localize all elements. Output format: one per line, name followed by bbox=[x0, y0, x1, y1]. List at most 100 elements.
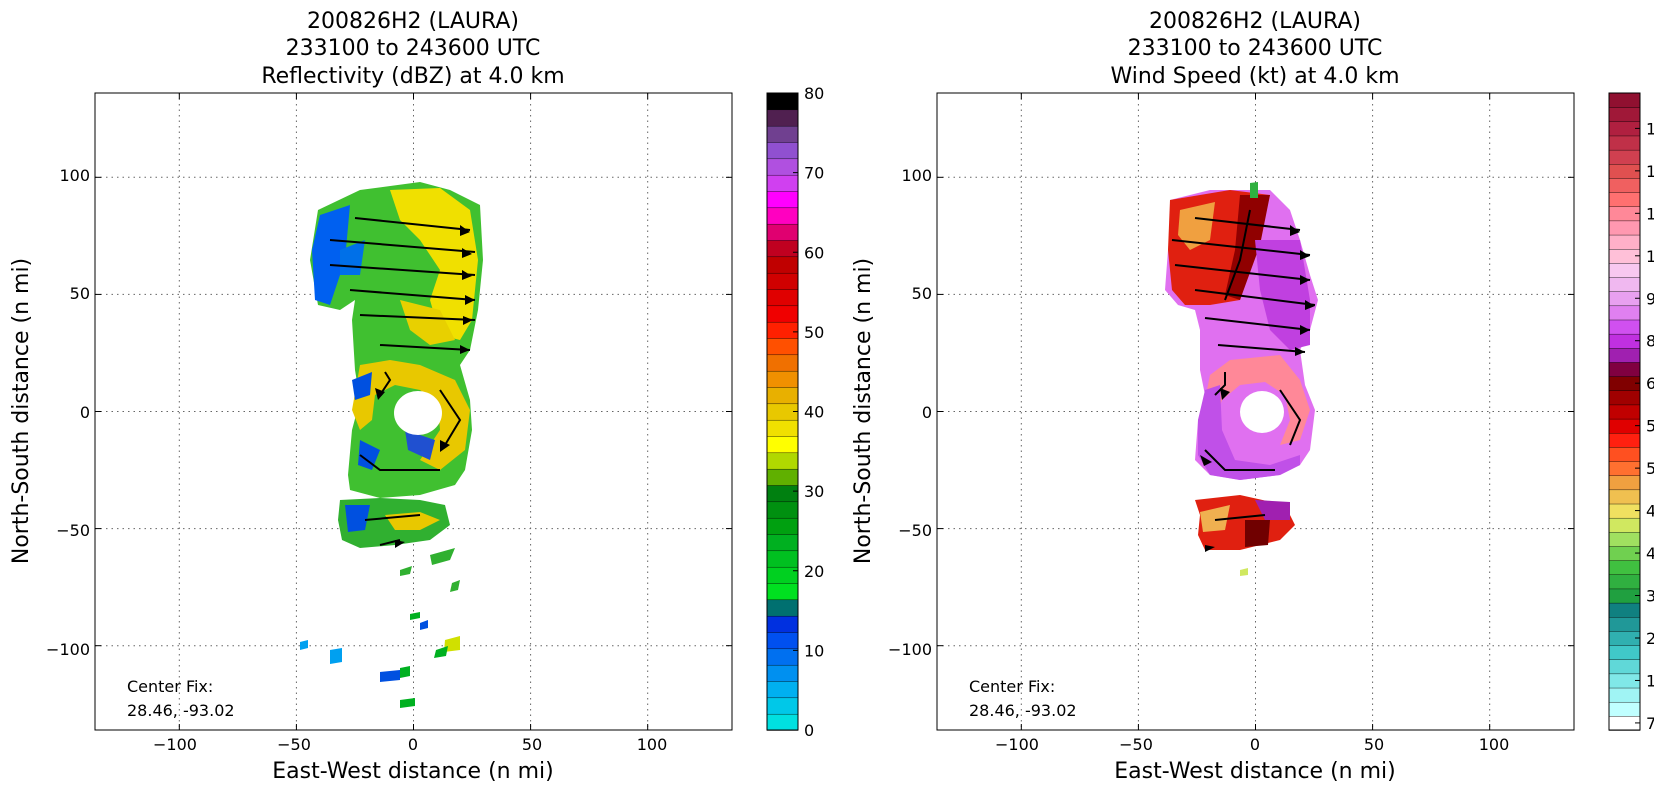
colorbar-frame bbox=[1608, 92, 1641, 731]
colorbar-segment bbox=[766, 305, 799, 323]
xtick-label: 0 bbox=[408, 735, 418, 754]
colorbar-segment bbox=[1608, 149, 1641, 165]
colorbar-segment bbox=[1608, 602, 1641, 618]
colorbar-tick-label: 20 bbox=[804, 562, 824, 581]
colorbar-segment bbox=[1608, 305, 1641, 321]
colorbar-segment bbox=[766, 272, 799, 290]
ytick-label: 100 bbox=[901, 166, 932, 185]
chart-title-line-2: 233100 to 243600 UTC bbox=[1128, 36, 1383, 61]
colorbar-segment bbox=[1608, 616, 1641, 632]
colorbar-segment bbox=[1608, 361, 1641, 377]
colorbar-tick-label: 30 bbox=[804, 482, 824, 501]
colorbar-segment bbox=[766, 288, 799, 307]
colorbar-segment bbox=[1608, 390, 1641, 406]
colorbar-segment bbox=[1608, 531, 1641, 547]
colorbar-tick-label: 34 bbox=[1646, 587, 1654, 606]
ytick-label: 50 bbox=[70, 284, 90, 303]
colorbar-segment bbox=[1608, 574, 1641, 590]
colorbar-segment bbox=[1608, 644, 1641, 660]
ytick-label: −50 bbox=[56, 521, 90, 540]
colorbar-segment bbox=[766, 223, 799, 241]
colorbar-segment bbox=[1608, 262, 1641, 278]
colorbar-tick-label: 60 bbox=[804, 243, 824, 262]
colorbar-segment bbox=[766, 419, 799, 437]
colorbar-segment bbox=[1608, 687, 1641, 703]
colorbar-segment bbox=[766, 533, 799, 552]
xtick-label: 100 bbox=[637, 735, 668, 754]
colorbar-segment bbox=[766, 501, 799, 519]
xtick-label: 0 bbox=[1250, 735, 1260, 754]
x-axis-label: East-West distance (n mi) bbox=[272, 759, 553, 784]
colorbar-segment bbox=[766, 256, 799, 274]
colorbar-tick-label: 46 bbox=[1646, 502, 1654, 521]
colorbar-segment bbox=[766, 435, 799, 454]
reflectivity-panel: 200826H2 (LAURA) 233100 to 243600 UTC Re… bbox=[9, 9, 824, 784]
colorbar-tick-label: 110 bbox=[1646, 247, 1654, 266]
colorbar-segment bbox=[1608, 347, 1641, 363]
x-axis-label: East-West distance (n mi) bbox=[1114, 759, 1395, 784]
ytick-label: 50 bbox=[912, 284, 932, 303]
colorbar-segment bbox=[766, 321, 799, 339]
colorbar-segment bbox=[1608, 404, 1641, 420]
center-fix-value: 28.46, -93.02 bbox=[127, 701, 235, 720]
colorbar-segment bbox=[1608, 106, 1641, 123]
colorbar-tick-label: 25 bbox=[1646, 629, 1654, 648]
colorbar-segment bbox=[1608, 191, 1641, 207]
axis-ticks bbox=[937, 93, 1574, 730]
colorbar-tick-label: 125 bbox=[1646, 204, 1654, 223]
xtick-label: 100 bbox=[1479, 735, 1510, 754]
xtick-label: 50 bbox=[522, 735, 542, 754]
colorbar-tick-label: 80 bbox=[804, 84, 824, 103]
colorbar-segment bbox=[766, 92, 799, 111]
axis-ticks bbox=[95, 93, 732, 730]
center-fix-label: Center Fix: bbox=[969, 677, 1055, 696]
colorbar-segment bbox=[766, 680, 799, 699]
colorbar-segment bbox=[766, 713, 799, 731]
colorbar-tick-label: 7 bbox=[1646, 714, 1654, 733]
colorbar-tick-label: 40 bbox=[1646, 544, 1654, 563]
center-fix-value: 28.46, -93.02 bbox=[969, 701, 1077, 720]
colorbar-segment bbox=[766, 141, 799, 160]
colorbar-segment bbox=[766, 337, 799, 356]
colorbar-segment bbox=[766, 615, 799, 633]
colorbar-segment bbox=[1608, 517, 1641, 533]
y-axis-label: North-South distance (n mi) bbox=[9, 258, 34, 564]
colorbar-segment bbox=[1608, 701, 1641, 717]
chart-title-line-1: 200826H2 (LAURA) bbox=[307, 9, 519, 34]
colorbar-segment bbox=[766, 484, 799, 503]
colorbar-segment bbox=[1608, 659, 1641, 675]
ytick-label: −50 bbox=[898, 521, 932, 540]
colorbar-segment bbox=[1608, 276, 1641, 292]
colorbar-segment bbox=[766, 550, 799, 568]
colorbar-segment bbox=[1608, 92, 1641, 108]
colorbar-segment bbox=[766, 370, 799, 388]
chart-title-line-3: Reflectivity (dBZ) at 4.0 km bbox=[261, 64, 564, 89]
ytick-label: −100 bbox=[46, 640, 90, 659]
colorbar-tick-label: 70 bbox=[804, 164, 824, 183]
colorbar-segment bbox=[766, 239, 799, 258]
wind-speed-panel: 200826H2 (LAURA) 233100 to 243600 UTC Wi… bbox=[851, 9, 1654, 784]
xtick-label: −50 bbox=[277, 735, 311, 754]
colorbar-tick-label: 64 bbox=[1646, 374, 1654, 393]
colorbar-segment bbox=[766, 354, 799, 372]
colorbar-tick-label: 58 bbox=[1646, 417, 1654, 436]
colorbar-segment bbox=[766, 452, 799, 470]
colorbar-segment bbox=[766, 207, 799, 225]
colorbar-tick-label: 155 bbox=[1646, 119, 1654, 138]
ytick-label: 100 bbox=[59, 166, 90, 185]
colorbar-segment bbox=[1608, 446, 1641, 462]
colorbar-segment bbox=[1608, 220, 1641, 236]
colorbar-tick-label: 40 bbox=[804, 403, 824, 422]
ytick-label: −100 bbox=[888, 640, 932, 659]
colorbar-tick-label: 96 bbox=[1646, 289, 1654, 308]
colorbar-tick-label: 52 bbox=[1646, 459, 1654, 478]
ytick-label: 0 bbox=[922, 403, 932, 422]
chart-title-line-3: Wind Speed (kt) at 4.0 km bbox=[1110, 64, 1399, 89]
colorbar-segment bbox=[766, 190, 799, 209]
colorbar-segment bbox=[766, 631, 799, 650]
colorbar-tick-label: 10 bbox=[804, 641, 824, 660]
colorbar-segment bbox=[766, 517, 799, 535]
colorbar-segment bbox=[1608, 489, 1641, 505]
colorbar-tick-label: 140 bbox=[1646, 162, 1654, 181]
